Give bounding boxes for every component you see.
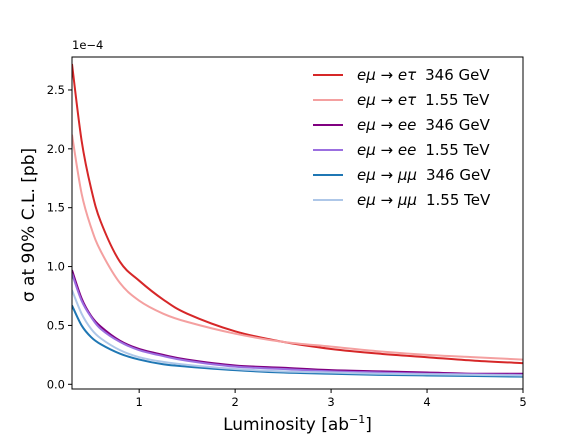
legend-label: eμ → eτ 1.55 TeV	[357, 91, 490, 109]
x-tick-label: 2	[231, 395, 238, 409]
y-offset-text: 1e−4	[72, 38, 103, 52]
legend-label: eμ → μμ 346 GeV	[357, 166, 491, 184]
y-axis-ticks: 0.0 0.5 1.0 1.5 2.0 2.5	[47, 83, 72, 391]
x-tick-label: 4	[423, 395, 430, 409]
x-tick-label: 1	[136, 395, 143, 409]
y-tick-label: 1.0	[47, 260, 65, 274]
legend-label: eμ → μμ 1.55 TeV	[357, 191, 491, 209]
legend-energy: 346 GeV	[425, 116, 490, 134]
legend-item-4: eμ → ee 1.55 TeV	[313, 141, 490, 159]
x-axis-ticks: 1 2 3 4 5	[136, 389, 527, 409]
legend-energy: 1.55 TeV	[426, 191, 491, 209]
series-line-5	[72, 304, 523, 378]
legend-process: eμ → ee	[357, 116, 416, 134]
legend-energy: 346 GeV	[426, 166, 491, 184]
series-line-2	[72, 134, 523, 361]
legend: eμ → eτ 346 GeV eμ → eτ 1.55 TeV eμ → ee 346 …	[313, 66, 491, 209]
y-tick-label: 2.0	[47, 142, 65, 156]
x-tick-label: 3	[327, 395, 334, 409]
legend-process: eμ → eτ	[357, 91, 417, 109]
legend-energy: 1.55 TeV	[425, 141, 490, 159]
legend-process: eμ → μμ	[357, 191, 417, 209]
series-line-1	[72, 63, 523, 365]
x-tick-label: 5	[519, 395, 526, 409]
legend-item-6: eμ → μμ 1.55 TeV	[313, 191, 491, 209]
series-layer	[72, 63, 523, 378]
series-line-6	[72, 289, 523, 377]
x-axis-title-superscript: −1	[349, 413, 365, 426]
y-axis-title: σ at 90% C.L. [pb]	[19, 148, 39, 302]
y-tick-label: 2.5	[47, 83, 65, 97]
legend-item-2: eμ → eτ 1.55 TeV	[313, 91, 490, 109]
legend-item-3: eμ → ee 346 GeV	[313, 116, 491, 134]
legend-process: eμ → eτ	[357, 66, 417, 84]
legend-energy: 346 GeV	[425, 66, 490, 84]
x-axis-title-close: ]	[365, 415, 372, 435]
legend-item-5: eμ → μμ 346 GeV	[313, 166, 491, 184]
legend-label: eμ → ee 1.55 TeV	[357, 141, 490, 159]
y-tick-label: 0.0	[47, 377, 65, 391]
legend-energy: 1.55 TeV	[425, 91, 490, 109]
legend-process: eμ → ee	[357, 141, 416, 159]
x-axis-title: Luminosity [ab−1]	[223, 413, 372, 435]
x-axis-title-main: Luminosity [ab	[223, 415, 349, 435]
legend-label: eμ → ee 346 GeV	[357, 116, 491, 134]
plot-area	[71, 56, 524, 390]
axes-frame	[71, 56, 524, 390]
legend-label: eμ → eτ 346 GeV	[357, 66, 490, 84]
legend-process: eμ → μμ	[357, 166, 417, 184]
y-tick-label: 0.5	[47, 318, 65, 332]
y-tick-label: 1.5	[47, 201, 65, 215]
legend-item-1: eμ → eτ 346 GeV	[313, 66, 490, 84]
